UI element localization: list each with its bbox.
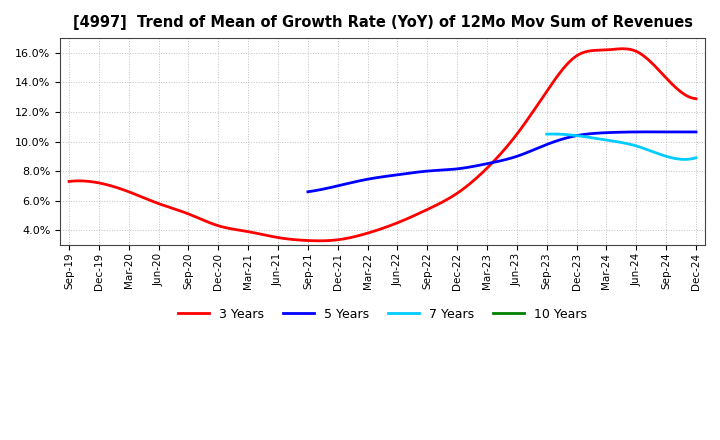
Title: [4997]  Trend of Mean of Growth Rate (YoY) of 12Mo Mov Sum of Revenues: [4997] Trend of Mean of Growth Rate (YoY… — [73, 15, 693, 30]
Legend: 3 Years, 5 Years, 7 Years, 10 Years: 3 Years, 5 Years, 7 Years, 10 Years — [173, 303, 593, 326]
